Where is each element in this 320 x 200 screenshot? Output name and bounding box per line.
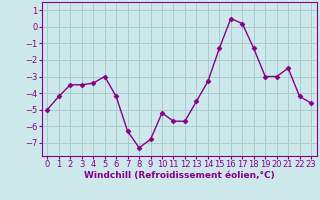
X-axis label: Windchill (Refroidissement éolien,°C): Windchill (Refroidissement éolien,°C) <box>84 171 275 180</box>
